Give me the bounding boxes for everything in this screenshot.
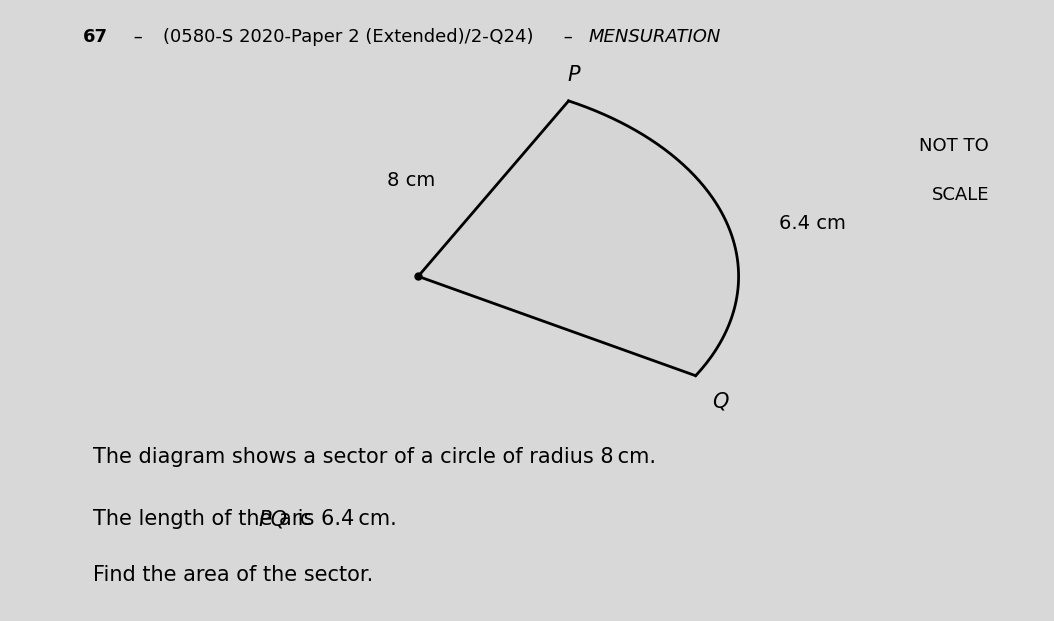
Text: is 6.4 cm.: is 6.4 cm.: [291, 509, 396, 529]
Text: (0580-S 2020-Paper 2 (Extended)/2-Q24): (0580-S 2020-Paper 2 (Extended)/2-Q24): [163, 28, 533, 46]
Text: NOT TO: NOT TO: [919, 137, 989, 155]
Text: The diagram shows a sector of a circle of radius 8 cm.: The diagram shows a sector of a circle o…: [93, 447, 656, 467]
Text: Find the area of the sector.: Find the area of the sector.: [93, 565, 373, 585]
Text: The length of the arc: The length of the arc: [93, 509, 317, 529]
Text: 67: 67: [82, 28, 108, 46]
Text: 8 cm: 8 cm: [387, 171, 435, 190]
Text: P: P: [567, 65, 580, 85]
Text: The length of the arc PQ is 6.4 cm.: The length of the arc PQ is 6.4 cm.: [93, 509, 452, 529]
Text: PQ: PQ: [258, 509, 287, 529]
Text: Q: Q: [713, 391, 729, 411]
Text: SCALE: SCALE: [932, 186, 989, 204]
Text: MENSURATION: MENSURATION: [588, 28, 721, 46]
Text: –: –: [128, 28, 149, 46]
Polygon shape: [418, 101, 739, 376]
Text: 6.4 cm: 6.4 cm: [779, 214, 846, 233]
Text: –: –: [559, 28, 579, 46]
